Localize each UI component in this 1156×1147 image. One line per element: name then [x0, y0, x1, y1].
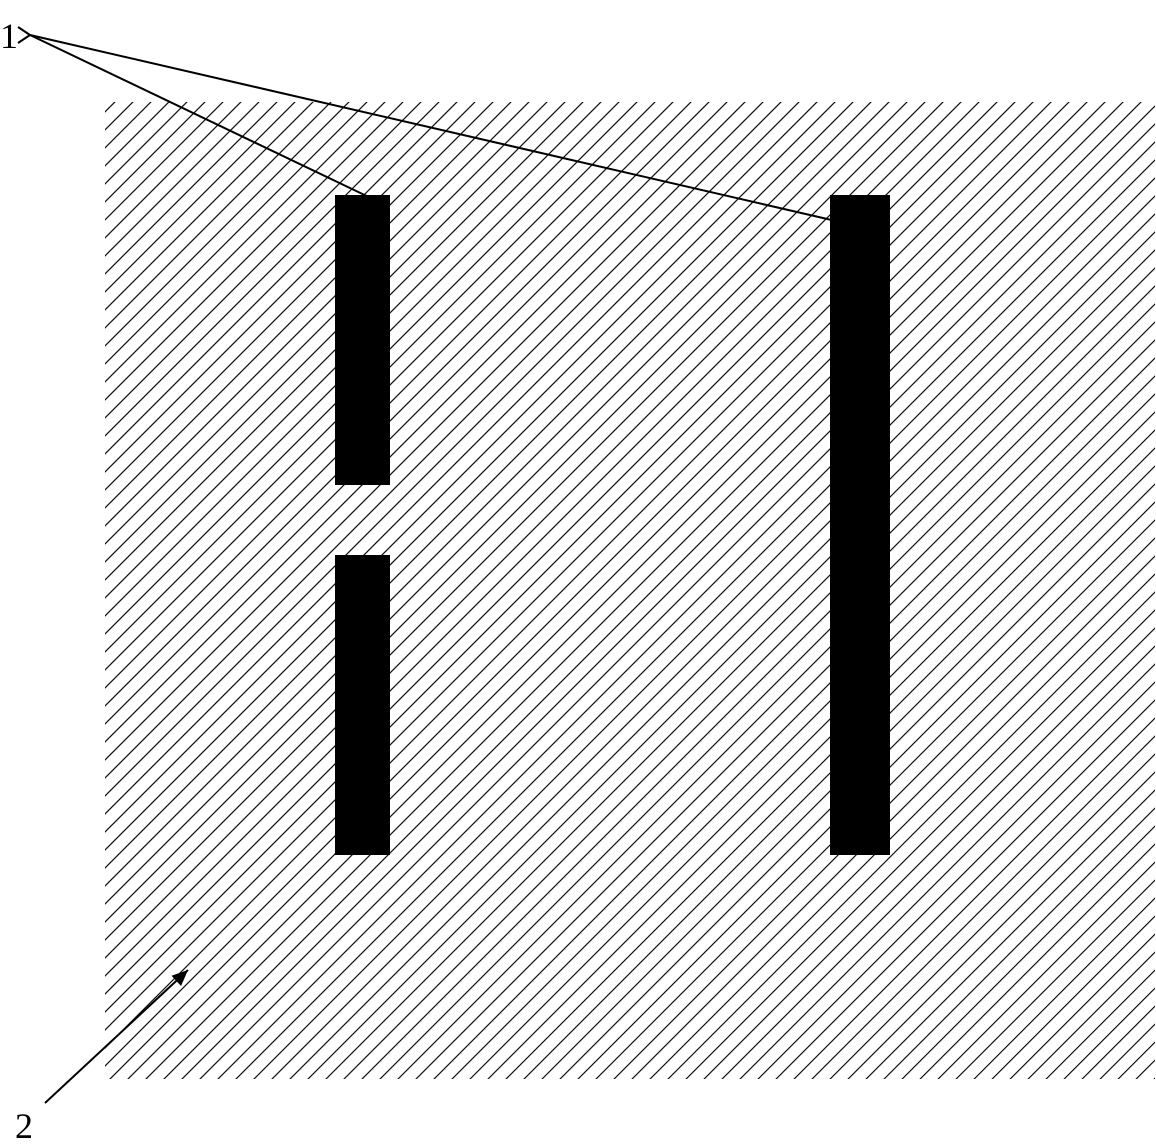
leader-1-tail: [18, 27, 30, 43]
callout-label-1: 1: [0, 15, 18, 57]
callout-label-2: 2: [15, 1105, 33, 1147]
diagram-svg: [0, 0, 1156, 1146]
black-bar: [335, 555, 390, 855]
hatched-region: [105, 102, 1155, 1079]
black-bar: [335, 195, 390, 485]
black-bar: [830, 195, 890, 855]
